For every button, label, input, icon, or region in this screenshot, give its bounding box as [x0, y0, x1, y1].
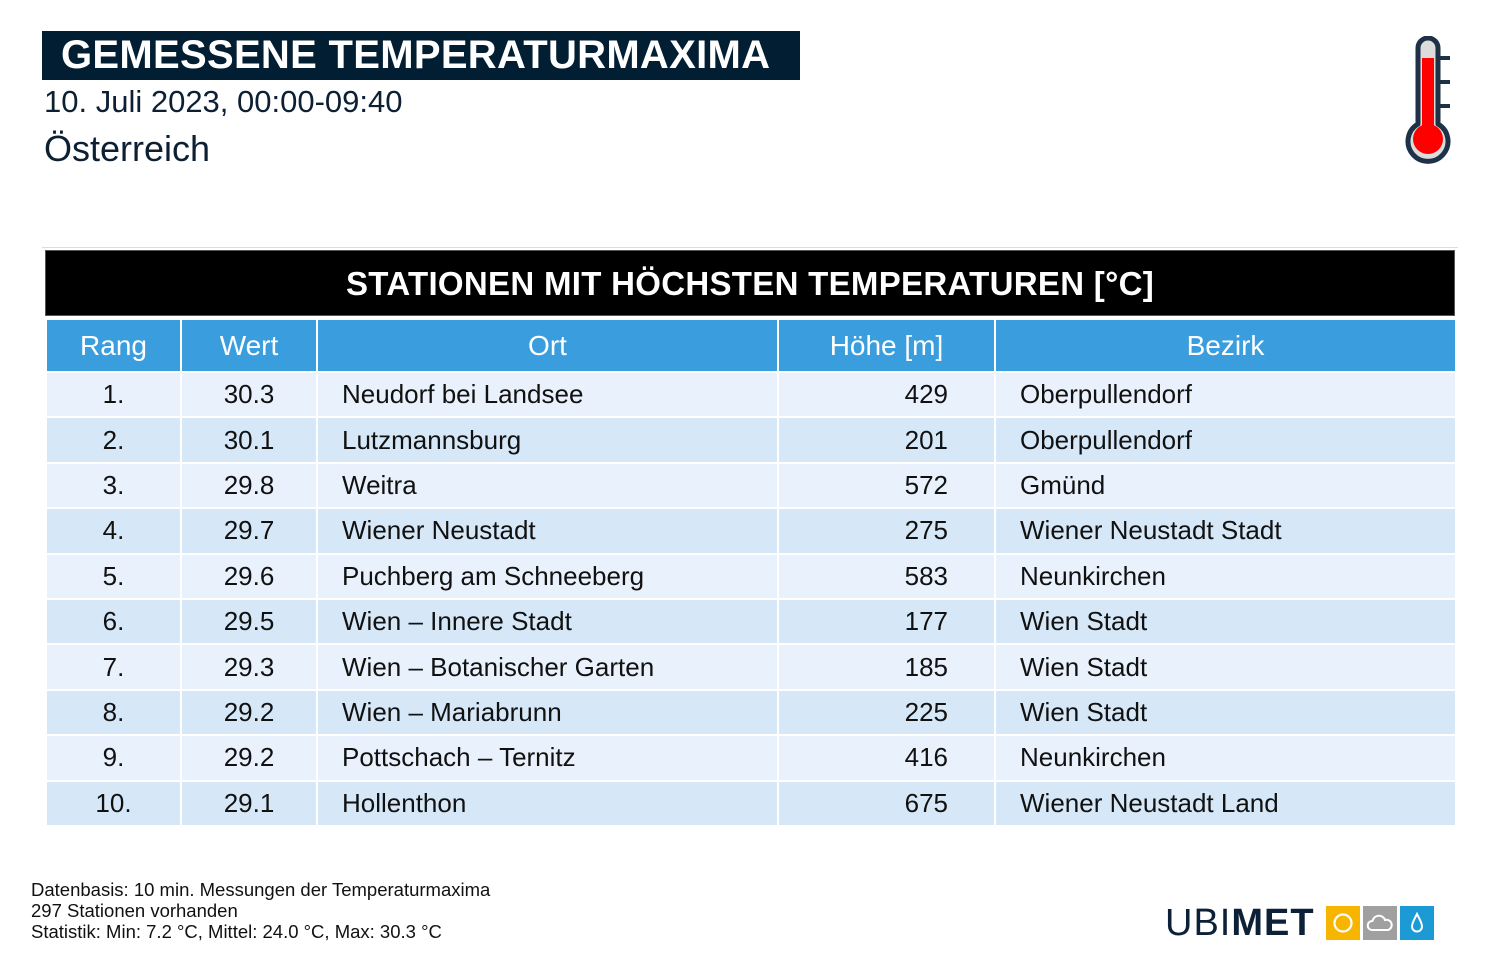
cell-bezirk: Neunkirchen	[994, 734, 1457, 782]
cell-rang: 4.	[45, 507, 182, 555]
cell-hoehe: 177	[777, 597, 996, 646]
table-row: 1. 30.3 Neudorf bei Landsee 429 Oberpull…	[45, 370, 1457, 419]
column-header-rang: Rang	[45, 318, 182, 373]
cell-wert: 30.1	[180, 416, 318, 464]
cell-ort: Wiener Neustadt	[316, 507, 779, 555]
table-row: 2. 30.1 Lutzmannsburg 201 Oberpullendorf	[45, 416, 1457, 464]
cell-ort: Weitra	[316, 461, 779, 510]
cell-ort: Hollenthon	[316, 779, 779, 827]
cell-bezirk: Neunkirchen	[994, 552, 1457, 600]
table-row: 6. 29.5 Wien – Innere Stadt 177 Wien Sta…	[45, 597, 1457, 646]
cell-rang: 3.	[45, 461, 182, 510]
table-row: 8. 29.2 Wien – Mariabrunn 225 Wien Stadt	[45, 688, 1457, 737]
cell-ort: Neudorf bei Landsee	[316, 370, 779, 419]
cell-wert: 29.6	[180, 552, 318, 600]
cell-rang: 5.	[45, 552, 182, 600]
cell-bezirk: Wien Stadt	[994, 688, 1457, 737]
footer-data-basis: Datenbasis: 10 min. Messungen der Temper…	[31, 879, 491, 900]
table-row: 10. 29.1 Hollenthon 675 Wiener Neustadt …	[45, 779, 1457, 827]
cell-ort: Wien – Innere Stadt	[316, 597, 779, 646]
cell-rang: 9.	[45, 734, 182, 782]
drop-icon	[1399, 906, 1434, 940]
cell-hoehe: 429	[777, 370, 996, 419]
cell-bezirk: Oberpullendorf	[994, 416, 1457, 464]
footer-statistics: Statistik: Min: 7.2 °C, Mittel: 24.0 °C,…	[31, 921, 442, 942]
table-header-row: Rang Wert Ort Höhe [m] Bezirk	[45, 318, 1457, 373]
cell-wert: 29.1	[180, 779, 318, 827]
cell-wert: 29.5	[180, 597, 318, 646]
cell-bezirk: Oberpullendorf	[994, 370, 1457, 419]
cell-bezirk: Wien Stadt	[994, 643, 1457, 691]
cell-bezirk: Wien Stadt	[994, 597, 1457, 646]
cell-bezirk: Gmünd	[994, 461, 1457, 510]
cell-hoehe: 416	[777, 734, 996, 782]
divider	[42, 247, 1458, 248]
thermometer-icon	[1405, 36, 1451, 164]
cell-hoehe: 225	[777, 688, 996, 737]
cell-wert: 30.3	[180, 370, 318, 419]
table-row: 9. 29.2 Pottschach – Ternitz 416 Neunkir…	[45, 734, 1457, 782]
region-label: Österreich	[44, 128, 211, 169]
cell-wert: 29.3	[180, 643, 318, 691]
ranking-table: STATIONEN MIT HÖCHSTEN TEMPERATUREN [°C]…	[45, 250, 1457, 827]
cell-rang: 7.	[45, 643, 182, 691]
cell-wert: 29.2	[180, 688, 318, 737]
table-row: 7. 29.3 Wien – Botanischer Garten 185 Wi…	[45, 643, 1457, 691]
cell-rang: 2.	[45, 416, 182, 464]
table-title: STATIONEN MIT HÖCHSTEN TEMPERATUREN [°C]	[45, 250, 1455, 316]
column-header-wert: Wert	[180, 318, 318, 373]
cell-bezirk: Wiener Neustadt Stadt	[994, 507, 1457, 555]
cell-ort: Wien – Mariabrunn	[316, 688, 779, 737]
cell-rang: 6.	[45, 597, 182, 646]
column-header-hoehe: Höhe [m]	[777, 318, 996, 373]
table-row: 4. 29.7 Wiener Neustadt 275 Wiener Neust…	[45, 507, 1457, 555]
date-range: 10. Juli 2023, 00:00-09:40	[44, 84, 403, 119]
cell-hoehe: 572	[777, 461, 996, 510]
logo-wordmark: UBIMET	[1165, 902, 1315, 944]
cell-rang: 10.	[45, 779, 182, 827]
cell-wert: 29.7	[180, 507, 318, 555]
cell-hoehe: 675	[777, 779, 996, 827]
table-row: 3. 29.8 Weitra 572 Gmünd	[45, 461, 1457, 510]
footer-notes: Datenbasis: 10 min. Messungen der Temper…	[31, 879, 490, 942]
cell-hoehe: 275	[777, 507, 996, 555]
page-title: GEMESSENE TEMPERATURMAXIMA	[42, 31, 800, 80]
cell-ort: Lutzmannsburg	[316, 416, 779, 464]
footer-station-count: 297 Stationen vorhanden	[31, 900, 238, 921]
cell-hoehe: 583	[777, 552, 996, 600]
column-header-bezirk: Bezirk	[994, 318, 1457, 373]
cell-rang: 1.	[45, 370, 182, 419]
cloud-icon	[1362, 906, 1397, 940]
cell-hoehe: 185	[777, 643, 996, 691]
cell-ort: Puchberg am Schneeberg	[316, 552, 779, 600]
sun-icon	[1325, 906, 1360, 940]
cell-ort: Wien – Botanischer Garten	[316, 643, 779, 691]
cell-bezirk: Wiener Neustadt Land	[994, 779, 1457, 827]
cell-rang: 8.	[45, 688, 182, 737]
column-header-ort: Ort	[316, 318, 779, 373]
cell-wert: 29.2	[180, 734, 318, 782]
cell-hoehe: 201	[777, 416, 996, 464]
cell-ort: Pottschach – Ternitz	[316, 734, 779, 782]
table-row: 5. 29.6 Puchberg am Schneeberg 583 Neunk…	[45, 552, 1457, 600]
ubimet-logo: UBIMET	[1165, 902, 1434, 944]
cell-wert: 29.8	[180, 461, 318, 510]
